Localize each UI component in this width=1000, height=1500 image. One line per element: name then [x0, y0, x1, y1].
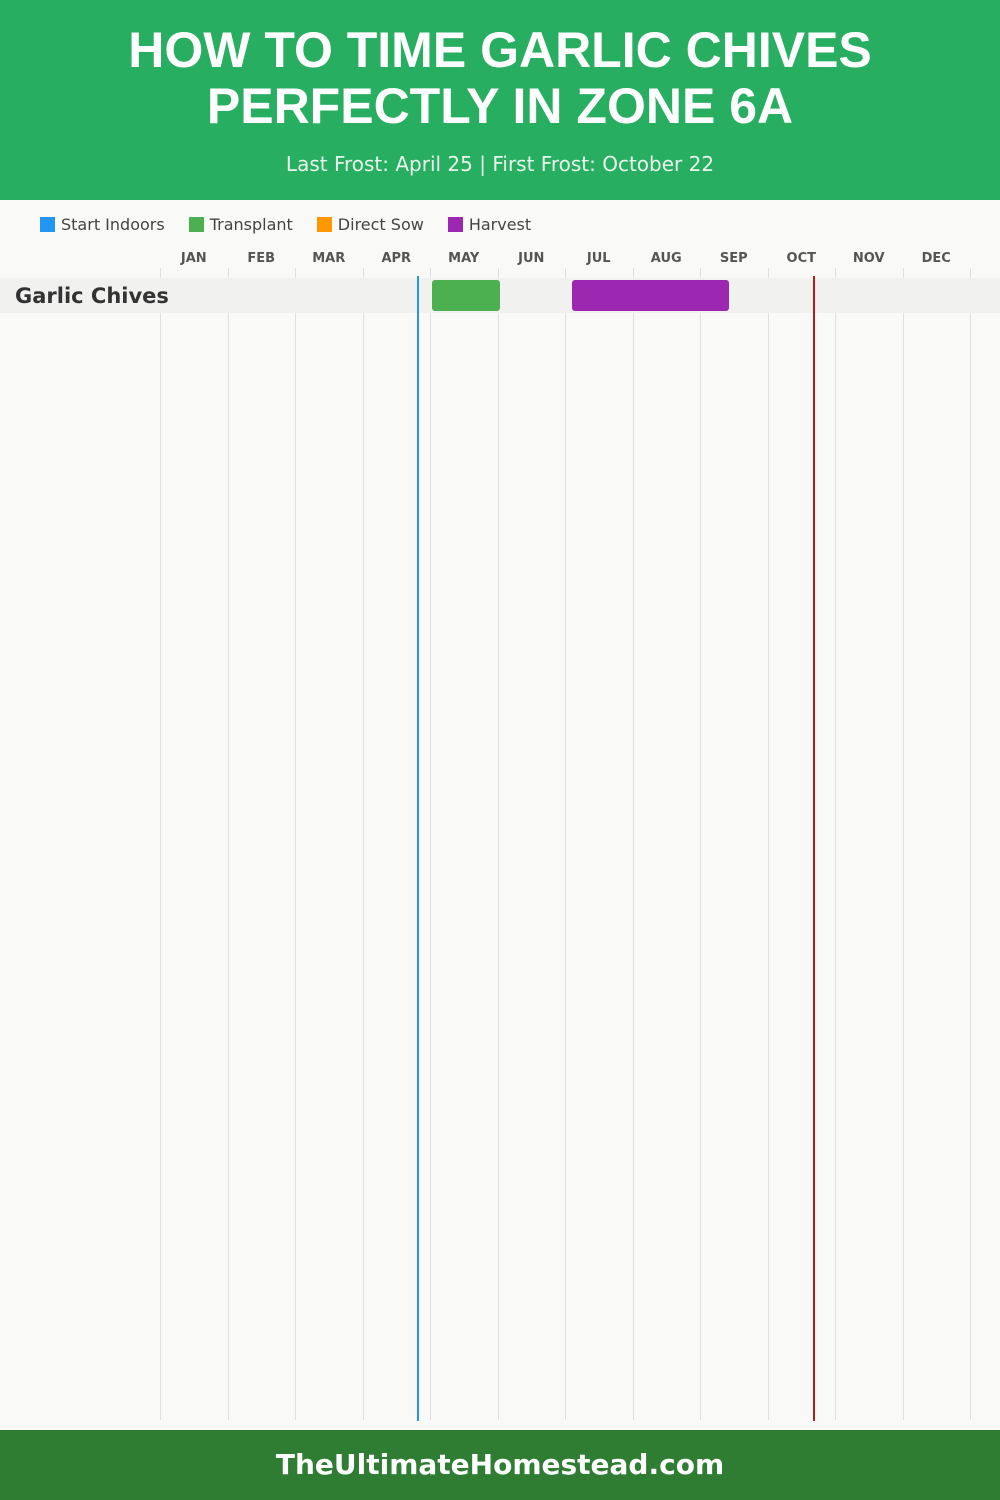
- frost-dates-subtitle: Last Frost: April 25 | First Frost: Octo…: [285, 152, 715, 176]
- crop-row: [0, 278, 1000, 313]
- legend-swatch: [40, 217, 55, 232]
- gridline: [295, 268, 296, 1420]
- month-label: JUN: [518, 251, 545, 266]
- legend-item-start-indoors: Start Indoors: [40, 215, 165, 234]
- gridline: [497, 268, 499, 1420]
- month-label: FEB: [247, 251, 276, 266]
- month-label: DEC: [921, 251, 951, 266]
- gridline: [227, 268, 229, 1420]
- legend-label: Direct Sow: [337, 215, 424, 234]
- legend-swatch: [316, 217, 332, 232]
- month-label: OCT: [786, 251, 816, 266]
- gridline: [160, 268, 161, 1420]
- last-frost-line: [416, 276, 419, 1421]
- crop-label: Garlic Chives: [15, 284, 169, 308]
- gridline: [362, 268, 364, 1420]
- gridline: [970, 268, 971, 1420]
- first-frost-line: [813, 276, 816, 1421]
- gridline: [430, 268, 431, 1420]
- month-label: JAN: [180, 251, 207, 266]
- gridline: [632, 268, 634, 1420]
- month-label: APR: [381, 251, 412, 266]
- gridline: [902, 268, 904, 1420]
- month-label: NOV: [852, 251, 885, 266]
- month-label: MAY: [448, 251, 480, 266]
- legend-item-harvest: Harvest: [447, 215, 532, 234]
- month-label: MAR: [312, 251, 346, 266]
- legend-item-direct-sow: Direct Sow: [316, 215, 424, 234]
- legend-label: Harvest: [468, 215, 532, 234]
- legend-swatch: [188, 217, 204, 232]
- legend: Start Indoors Transplant Direct Sow Harv…: [40, 215, 531, 234]
- month-label: JUL: [586, 251, 611, 266]
- legend-label: Transplant: [209, 215, 293, 234]
- page-title: HOW TO TIME GARLIC CHIVES PERFECTLY IN Z…: [128, 22, 872, 134]
- legend-item-transplant: Transplant: [188, 215, 293, 234]
- bar-harvest: [571, 280, 730, 311]
- gridline: [565, 268, 566, 1420]
- legend-swatch: [447, 217, 463, 232]
- month-label: AUG: [650, 251, 682, 266]
- month-label: SEP: [719, 251, 748, 266]
- legend-label: Start Indoors: [61, 215, 165, 234]
- gridline: [835, 268, 836, 1420]
- bar-transplant: [432, 280, 500, 311]
- gridline: [700, 268, 701, 1420]
- gridline: [767, 268, 769, 1420]
- header: HOW TO TIME GARLIC CHIVES PERFECTLY IN Z…: [0, 0, 1000, 200]
- footer: TheUltimateHomestead.com: [0, 1430, 1000, 1500]
